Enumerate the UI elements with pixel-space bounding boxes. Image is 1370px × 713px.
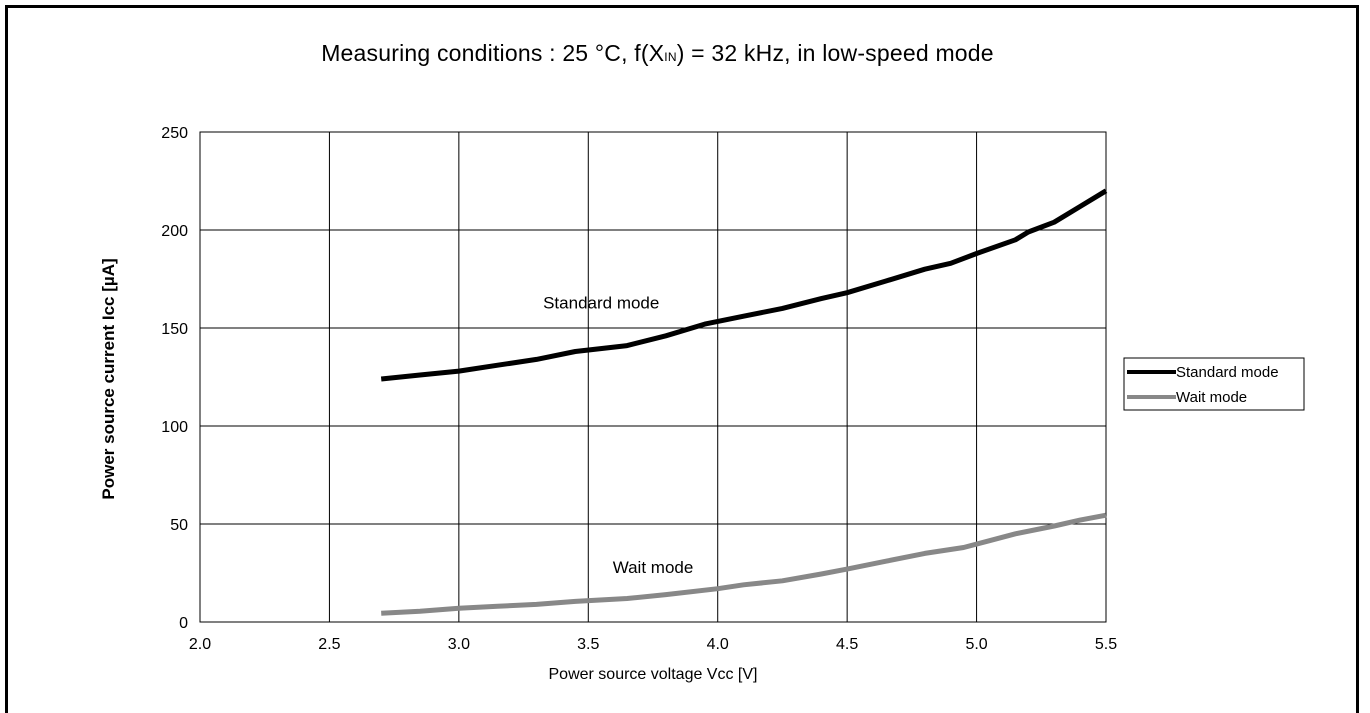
chart-caption: Measuring conditions : 25 °C, f(XIN) = 3… [0, 40, 1315, 67]
x-tick-label: 3.0 [448, 636, 470, 653]
x-tick-label: 4.0 [707, 636, 729, 653]
series-line-standard-mode [380, 188, 1108, 382]
caption-prefix: Measuring conditions : 25 °C, f(X [321, 40, 665, 66]
y-tick-label: 200 [161, 223, 188, 240]
y-tick-label: 50 [170, 517, 188, 534]
figure-frame [5, 5, 1359, 713]
legend-entry-label: Standard mode [1176, 364, 1279, 381]
annotation-label: Standard mode [543, 293, 659, 312]
annotations: Standard mode Wait mode [543, 293, 693, 577]
caption-suffix: ) = 32 kHz, in low-speed mode [676, 40, 994, 66]
grid [199, 131, 1107, 623]
y-tick-label: 0 [179, 615, 188, 632]
series-group [380, 188, 1108, 616]
caption-subscript: IN [664, 50, 677, 64]
x-tick-label: 4.5 [836, 636, 858, 653]
x-tick-label: 5.5 [1095, 636, 1117, 653]
x-tick-label: 5.0 [965, 636, 987, 653]
series-line-wait-mode [381, 512, 1107, 616]
x-axis-title: Power source voltage Vcc [V] [549, 666, 758, 683]
x-tick-label: 2.5 [318, 636, 340, 653]
y-tick-label: 250 [161, 125, 188, 142]
x-tick-label: 3.5 [577, 636, 599, 653]
y-axis-title: Power source current Icc [µA] [99, 258, 118, 499]
plot-area-border [199, 131, 1107, 623]
tick-labels: 2.0 2.5 3.0 3.5 4.0 4.5 5.0 5.5 0 50 100 150 200 250 [161, 125, 1117, 653]
legend-entry-label: Wait mode [1176, 389, 1247, 406]
y-tick-label: 100 [161, 419, 188, 436]
x-tick-label: 2.0 [189, 636, 211, 653]
legend: Standard mode Wait mode [1123, 357, 1305, 411]
y-tick-label: 150 [161, 321, 188, 338]
legend-box [1123, 357, 1305, 411]
annotation-label: Wait mode [613, 558, 694, 577]
